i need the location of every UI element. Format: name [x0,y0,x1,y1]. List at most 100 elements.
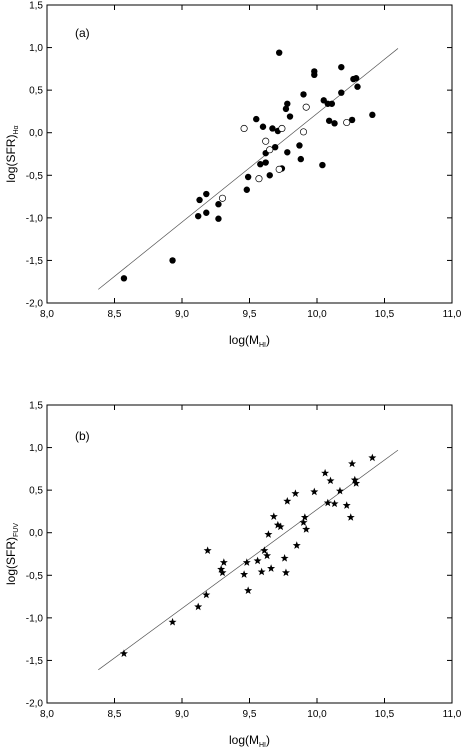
data-point-star [244,586,253,595]
x-tick-label: 10,5 [375,709,395,720]
data-point-star [346,513,355,521]
y-tick-label: 1,0 [29,43,43,54]
x-tick-label: 8,5 [108,309,122,320]
data-point-filled [286,113,294,120]
data-point-open [302,103,310,111]
y-tick-label: -0,5 [26,571,44,582]
data-point-filled [297,155,304,163]
data-point-star [217,565,226,573]
data-point-star [273,520,282,529]
x-tick-label: 11,0 [443,709,462,720]
data-point-open [343,118,351,127]
data-point-filled [328,100,336,107]
x-tick-label: 10,5 [375,309,395,320]
data-point-open [266,146,274,154]
data-point-star [240,570,249,578]
data-point-filled [331,120,338,127]
y-tick-label: -1,0 [26,613,44,624]
data-point-star [352,479,361,487]
y-axis-title: log(SFR)FUV [4,523,20,585]
data-point-star [283,497,292,505]
data-point-star [330,499,339,508]
data-point-star [263,551,272,560]
x-tick-label: 10,0 [307,309,327,320]
data-point-star [202,590,211,599]
y-tick-label: -1,5 [26,656,44,667]
y-tick-label: 1,5 [29,1,43,12]
data-point-open [255,175,263,183]
data-point-star [342,501,351,509]
data-point-star [203,546,212,554]
chart-panel-a: 8,0 8,5 9,0 9,5 10,0 10,5 11,0 -2,0 -1,5 -1,0 -0,5… [4,1,462,350]
data-point-filled [271,143,279,151]
data-point-filled [269,125,276,132]
x-tick-label: 11,0 [443,309,462,320]
data-point-star [168,617,177,626]
data-point-star [300,513,309,521]
data-point-filled [284,100,291,107]
data-point-filled [203,209,210,216]
x-axis-title: log(MHI) [229,333,270,349]
data-point-filled [296,142,303,149]
data-point-filled [120,275,128,282]
data-point-star [310,487,319,496]
data-point-filled [195,212,202,220]
x-tick-label: 9,5 [243,709,257,720]
data-point-filled [311,71,318,79]
x-tick-label: 9,0 [175,309,189,320]
panel-label: (b) [75,429,90,443]
data-point-open [275,165,283,173]
x-tick-label: 8,0 [40,309,54,320]
data-point-star [368,453,377,462]
data-point-star [348,459,357,468]
data-point-filled [354,83,361,90]
data-point-star [323,498,332,507]
data-point-star [281,568,290,577]
data-point-star [291,489,300,497]
data-point-star [350,475,359,484]
y-tick-label: -1,0 [26,213,44,224]
data-point-filled [325,117,333,124]
data-point-star [292,541,301,549]
y-tick-label: -0,5 [26,171,44,182]
y-tick-label: 0,0 [29,128,43,139]
data-point-star [280,554,289,562]
data-point-star [119,649,128,658]
data-point-filled [352,75,360,82]
chart-panel-b: 8,0 8,5 9,0 9,5 10,0 10,5 11,0 -2,0 -1,5 -1,0 -0,5… [4,401,462,749]
regression-line [98,449,399,671]
y-tick-label: 1,0 [29,443,43,454]
x-tick-label: 9,5 [243,309,257,320]
data-point-filled [196,196,203,204]
data-point-star [253,556,262,565]
data-point-star [267,564,276,572]
data-point-star [219,558,228,566]
data-point-filled [276,49,283,56]
data-point-star [269,512,278,520]
data-point-filled [215,215,222,222]
data-point-filled [243,186,250,193]
y-tick-label: -2,0 [26,299,44,310]
data-point-filled [257,161,264,168]
y-tick-label: -1,5 [26,256,44,267]
data-point-filled [169,257,176,264]
data-point-star [302,525,311,533]
data-point-filled [266,172,273,179]
data-point-open [240,124,248,133]
data-point-open [262,137,270,145]
data-point-filled [338,63,345,71]
data-point-star [321,468,330,477]
x-tick-label: 8,0 [40,709,54,720]
data-point-filled [369,111,376,119]
data-point-open [218,194,227,202]
data-point-star [264,530,273,538]
data-point-star [257,567,266,576]
data-point-filled [338,89,345,96]
y-tick-label: 0,0 [29,528,43,539]
x-tick-label: 9,0 [175,709,189,720]
x-tick-label: 8,5 [108,709,122,720]
data-point-star [260,546,269,554]
data-point-star [194,602,203,611]
panel-label: (a) [75,26,90,40]
